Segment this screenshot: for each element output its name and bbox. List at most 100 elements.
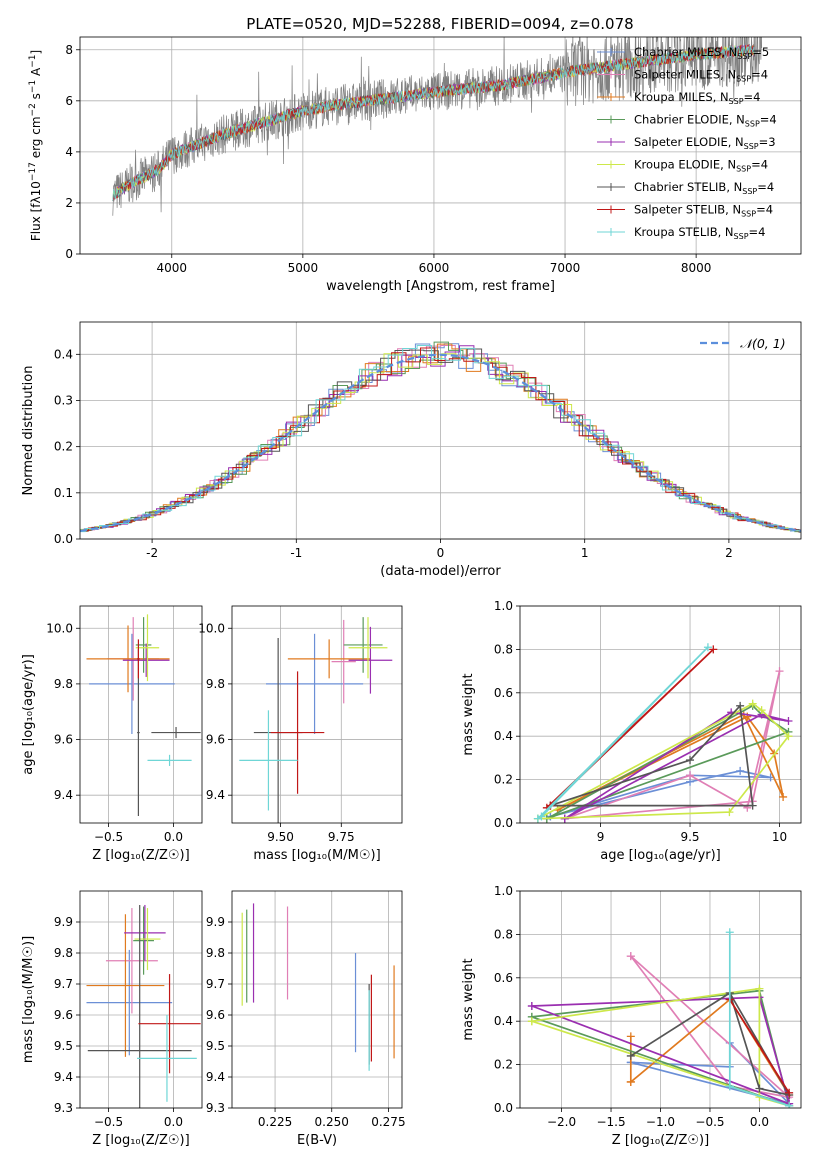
x-axis-label: wavelength [Angstrom, rest frame] (326, 279, 555, 294)
legend-label-value: =4 (749, 225, 766, 239)
plus-marker (626, 952, 635, 961)
y-tick-label: 0.6 (494, 971, 513, 985)
plus-marker (785, 1101, 794, 1108)
legend-label: Kroupa STELIB, NSSP=4 (634, 225, 765, 241)
legend-label-sub: SSP (737, 52, 752, 61)
plot-area (86, 904, 201, 1108)
x-tick-label: 0.0 (750, 1115, 769, 1129)
mass-weight-line (537, 646, 709, 820)
y-tick-label: 9.8 (206, 946, 225, 960)
legend-label-sub: SSP (729, 97, 744, 106)
plot-area (239, 617, 393, 823)
mass-weight-line (531, 996, 791, 1106)
legend-label-name: Chabrier STELIB, N (634, 180, 742, 194)
y-tick-label: 9.8 (54, 677, 73, 691)
axes-frame (231, 890, 403, 1109)
residual-histogram (80, 341, 801, 533)
y-tick-label: 0.0 (54, 532, 73, 546)
y-tick-label: 10.0 (46, 621, 73, 635)
legend-label: 𝒩(0, 1) (740, 336, 786, 351)
y-axis-label: Flux [fλ10−17 erg cm−2 s−1 A−1] (28, 50, 43, 241)
y-tick-label: 0.6 (494, 686, 513, 700)
ticks: -2 -1 0 1 2 0.0 0.1 0.2 0.3 0.4 (54, 347, 733, 560)
legend-label-value: =4 (756, 203, 773, 217)
legend-label-name: Salpeter MILES, N (634, 68, 736, 82)
legend-label-sub: SSP (736, 165, 751, 174)
x-axis-label: (data-model)/error (380, 564, 501, 579)
y-label-part: 10 (29, 181, 43, 196)
x-tick-label: −1.0 (646, 1115, 675, 1129)
panel-residuals: -2 -1 0 1 2 0.0 0.1 0.2 0.3 0.4 (data-model)/error… (21, 321, 802, 579)
legend-label-name: Salpeter STELIB, N (634, 203, 741, 217)
legend-label-name: Kroupa STELIB, N (634, 225, 734, 239)
y-tick-label: 9.8 (206, 677, 225, 691)
legend-label-value: =5 (752, 45, 769, 59)
mass-weight-line (537, 702, 790, 820)
x-tick-label: 0.225 (258, 1115, 292, 1129)
x-tick-label: 5000 (288, 261, 319, 275)
y-tick-label: 9.9 (54, 915, 73, 929)
legend-label: Chabrier ELODIE, NSSP=4 (634, 113, 777, 129)
legend-label-name: Chabrier ELODIE, N (634, 113, 745, 127)
plus-marker (709, 645, 718, 654)
panel-mass-weight-vs-age: 9 9.5 10 0.0 0.2 0.4 0.6 0.8 1.0 age [log₁₀(age/y… (461, 599, 802, 863)
x-axis-label: age [log₁₀(age/yr)] (600, 848, 721, 863)
y-label-part: A (29, 67, 43, 80)
y-tick-label: 0.8 (494, 927, 513, 941)
y-tick-label: 9.7 (206, 977, 225, 991)
x-tick-label: -2 (146, 546, 158, 560)
panel-mass-vs-Z: −0.5 0.0 9.3 9.4 9.5 9.6 9.7 9.8 9.9 Z [log₁₀(Z/Z… (21, 890, 203, 1148)
plus-marker (784, 732, 793, 741)
y-axis-label: Normed distribution (21, 366, 36, 496)
plus-marker (784, 717, 793, 726)
ticks: −2.0 −1.5 −1.0 −0.5 0.0 0.0 0.2 0.4 0.6 0.8 1.0 (494, 884, 769, 1129)
legend-label: Salpeter ELODIE, NSSP=3 (634, 135, 776, 151)
legend-label: Kroupa MILES, NSSP=4 (634, 90, 760, 106)
legend-label: Kroupa ELODIE, NSSP=4 (634, 158, 768, 174)
ticks: 9 9.5 10 0.0 0.2 0.4 0.6 0.8 1.0 (494, 599, 787, 844)
axes-frame (519, 605, 802, 824)
x-tick-label: 4000 (156, 261, 187, 275)
y-tick-label: 9.3 (206, 1101, 225, 1115)
legend-label-sub: SSP (742, 187, 757, 196)
ticks: 9.50 9.75 9.4 9.6 9.8 10.0 (198, 621, 354, 844)
panel-spectrum: 4000 5000 6000 7000 8000 0 2 4 6 8 wavelength [Ang… (28, 36, 802, 294)
x-tick-label: 0 (437, 546, 445, 560)
axes-frame (231, 605, 403, 824)
x-tick-label: −2.0 (547, 1115, 576, 1129)
y-label-part: erg cm (29, 116, 43, 162)
y-tick-label: 9.8 (54, 946, 73, 960)
panel-mass-vs-EBV: 0.225 0.250 0.275 9.3 9.4 9.5 9.6 9.7 9.8 9.9 E(B-… (206, 890, 406, 1148)
x-tick-label: 6000 (419, 261, 450, 275)
plus-marker (736, 701, 745, 710)
model-spectrum-line (112, 44, 755, 202)
y-tick-label: 9.4 (54, 1070, 73, 1084)
plot-area (533, 643, 793, 823)
x-tick-label: 9 (597, 830, 605, 844)
plot-area (527, 928, 794, 1108)
ticks: 4000 5000 6000 7000 8000 0 2 4 6 8 (65, 43, 711, 275)
plus-marker (725, 928, 734, 937)
x-axis-label: mass [log₁₀(M/M☉)] (253, 848, 380, 863)
legend-label-sub: SSP (741, 210, 756, 219)
legend-label-value: =4 (751, 68, 768, 82)
plus-marker (755, 984, 764, 993)
y-tick-label: 4 (65, 145, 73, 159)
y-tick-label: 9.9 (206, 915, 225, 929)
y-tick-label: 9.4 (54, 788, 73, 802)
axes-frame (79, 321, 802, 540)
y-tick-label: 9.6 (206, 733, 225, 747)
legend-label-name: Chabrier MILES, N (634, 45, 737, 59)
x-tick-label: 2 (725, 546, 733, 560)
y-label-part: −2 (28, 103, 38, 116)
legend-label: Salpeter MILES, NSSP=4 (634, 68, 768, 84)
ticks: −0.5 0.0 9.4 9.6 9.8 10.0 (46, 621, 183, 844)
mass-weight-line (564, 670, 781, 820)
residual-histogram (80, 345, 801, 533)
y-tick-label: 0.0 (494, 1101, 513, 1115)
y-tick-label: 8 (65, 43, 73, 57)
y-tick-label: 10.0 (198, 621, 225, 635)
y-tick-label: 9.3 (54, 1101, 73, 1115)
x-tick-label: −0.5 (695, 1115, 724, 1129)
plus-marker (626, 1077, 635, 1086)
